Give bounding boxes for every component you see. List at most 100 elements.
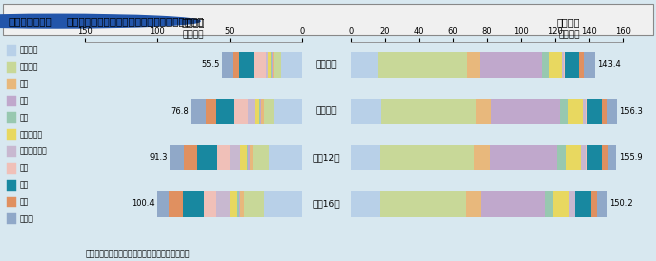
Text: 農学: 農学	[20, 113, 29, 122]
Bar	[558, 145, 565, 170]
Bar	[7, 45, 16, 56]
Bar	[491, 98, 560, 124]
Bar	[222, 52, 233, 78]
Bar	[216, 98, 234, 124]
Bar	[380, 191, 466, 217]
Bar	[581, 145, 586, 170]
Bar	[230, 145, 240, 170]
Bar	[7, 112, 16, 123]
Text: 理学: 理学	[20, 79, 29, 88]
Bar	[261, 98, 264, 124]
Bar	[254, 52, 266, 78]
Bar	[476, 98, 491, 124]
Bar	[183, 191, 204, 217]
Bar	[281, 52, 302, 78]
Bar	[249, 145, 253, 170]
Bar	[474, 145, 489, 170]
Bar	[351, 145, 380, 170]
Bar	[216, 145, 230, 170]
Text: 91.3: 91.3	[150, 153, 168, 162]
Bar	[466, 52, 480, 78]
Bar	[549, 52, 562, 78]
Bar	[552, 191, 569, 217]
Bar	[240, 191, 244, 217]
Bar	[542, 52, 549, 78]
Text: 156.3: 156.3	[619, 107, 644, 116]
Text: その他の保健: その他の保健	[20, 147, 47, 156]
Bar	[239, 52, 254, 78]
Bar	[191, 98, 206, 124]
Bar	[264, 98, 274, 124]
Bar	[569, 191, 575, 217]
Bar	[584, 52, 595, 78]
Text: 社会科学: 社会科学	[20, 63, 38, 72]
Bar	[244, 191, 264, 217]
Bar	[274, 98, 302, 124]
Bar	[237, 191, 239, 217]
Bar	[545, 191, 552, 217]
Bar	[7, 197, 16, 207]
Bar	[351, 52, 378, 78]
Bar	[481, 191, 545, 217]
Bar	[607, 98, 617, 124]
Text: 家政: 家政	[20, 164, 29, 173]
Bar	[351, 191, 380, 217]
Bar	[230, 191, 237, 217]
Text: 55.5: 55.5	[201, 61, 220, 69]
Bar	[380, 98, 476, 124]
Bar	[259, 98, 260, 124]
Text: 150.2: 150.2	[609, 199, 632, 208]
Bar	[7, 129, 16, 140]
Bar	[560, 98, 568, 124]
Text: 155.9: 155.9	[619, 153, 642, 162]
Bar	[234, 98, 248, 124]
Bar	[268, 52, 272, 78]
Bar	[264, 191, 302, 217]
Bar	[170, 145, 184, 170]
Bar	[206, 98, 216, 124]
Bar	[586, 145, 602, 170]
Text: （万人）: （万人）	[183, 30, 204, 39]
Bar	[7, 62, 16, 73]
Text: （備考）文部科学者「学校基本調査」より作成。: （備考）文部科学者「学校基本調査」より作成。	[85, 250, 190, 258]
Bar	[7, 213, 16, 224]
Bar	[169, 191, 183, 217]
Bar	[466, 191, 481, 217]
Circle shape	[0, 14, 200, 28]
FancyBboxPatch shape	[3, 4, 653, 35]
Text: 平成７年: 平成７年	[316, 107, 337, 116]
Bar	[489, 145, 558, 170]
Text: 平成12年: 平成12年	[313, 153, 340, 162]
Bar	[351, 98, 380, 124]
Bar	[602, 98, 607, 124]
Bar	[247, 145, 249, 170]
Bar	[253, 145, 268, 170]
Bar	[568, 98, 583, 124]
Text: その他: その他	[20, 214, 33, 223]
Bar	[7, 146, 16, 157]
Bar	[273, 52, 274, 78]
Text: 第１－８－２図: 第１－８－２図	[9, 16, 52, 26]
Bar	[602, 145, 607, 170]
Text: 100.4: 100.4	[131, 199, 155, 208]
Bar	[562, 52, 565, 78]
Text: 平成２年: 平成２年	[316, 61, 337, 69]
Bar	[255, 98, 259, 124]
Bar	[216, 191, 230, 217]
Text: 〈女性〉: 〈女性〉	[182, 17, 205, 27]
Bar	[268, 145, 302, 170]
Bar	[565, 145, 581, 170]
Text: 143.4: 143.4	[598, 61, 621, 69]
Bar	[248, 98, 255, 124]
Bar	[586, 98, 602, 124]
Bar	[579, 52, 584, 78]
Bar	[240, 145, 247, 170]
Text: 人文科学: 人文科学	[20, 46, 38, 55]
Text: 芸術: 芸術	[20, 197, 29, 206]
Bar	[607, 145, 616, 170]
Text: 医学・歯学: 医学・歯学	[20, 130, 43, 139]
Text: （万人）: （万人）	[558, 30, 579, 39]
Text: 平成16年: 平成16年	[312, 199, 340, 208]
Bar	[575, 191, 591, 217]
Bar	[239, 191, 240, 217]
